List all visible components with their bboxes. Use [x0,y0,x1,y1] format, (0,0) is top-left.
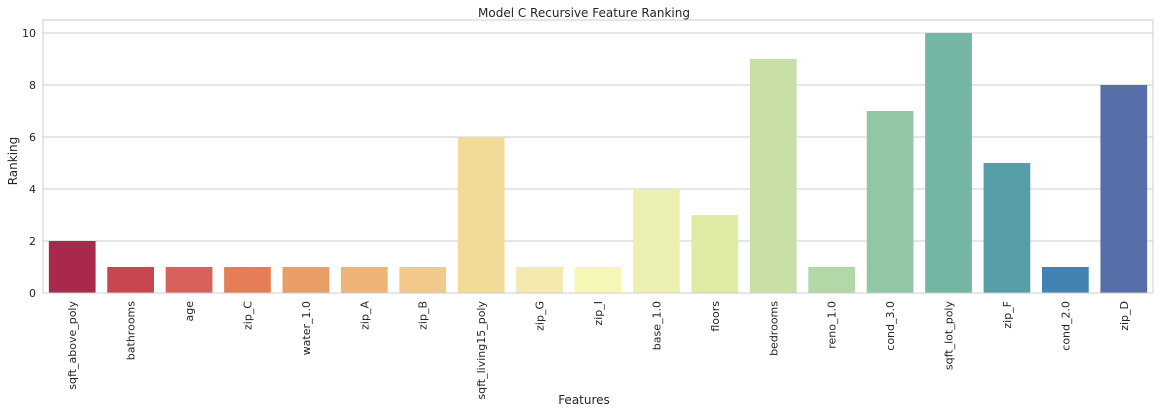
x-tick-label: sqft_living15_poly [475,301,488,400]
x-tick-label: sqft_lot_poly [943,301,956,371]
bar-bedrooms [749,59,797,293]
bar-water-1-0 [282,267,330,293]
y-axis-label: Ranking [6,137,20,186]
x-tick-label: bathrooms [125,301,138,360]
bars [48,33,1148,293]
bar-zip-D [1100,85,1148,293]
x-tick-label: base_1.0 [650,301,663,350]
bar-cond-3-0 [866,111,914,293]
x-tick-label: age [183,301,196,322]
bar-zip-A [340,267,388,293]
x-tick-label: zip_I [592,301,605,326]
bar-base-1-0 [633,189,680,293]
chart-title: Model C Recursive Feature Ranking [478,6,690,20]
bar-zip-C [224,267,271,293]
bar-zip-F [983,163,1031,293]
x-tick-label: cond_3.0 [884,301,897,351]
y-tick-label: 4 [29,183,36,196]
y-tick-label: 6 [29,131,36,144]
bar-sqft-above-poly [48,241,96,293]
x-tick-label: zip_A [358,301,371,330]
bar-reno-1-0 [808,267,856,293]
bar-zip-B [399,267,447,293]
y-tick-label: 2 [29,235,36,248]
y-tick-label: 10 [22,27,36,40]
y-tick-label: 0 [29,287,36,300]
x-tick-label: sqft_above_poly [66,301,79,390]
plot-frame [42,19,1154,294]
bar-age [165,267,213,293]
y-tick-label: 8 [29,79,36,92]
x-tick-label: water_1.0 [300,301,313,355]
x-tick-label: zip_C [241,301,254,330]
bar-sqft-lot-poly [925,33,972,293]
bar-sqft-living15-poly [457,137,505,293]
x-tick-label: cond_2.0 [1059,301,1072,351]
axes: 0 2 4 6 8 10 sqft_above_poly bathrooms age zip_C w… [22,19,1154,400]
x-tick-label: reno_1.0 [826,301,839,349]
x-tick-label: zip_B [417,301,430,330]
bar-bathrooms [107,267,154,293]
bar-cond-2-0 [1042,267,1089,293]
x-tick-label: zip_D [1118,301,1131,331]
x-tick-label: bedrooms [767,301,780,356]
x-tick-label: zip_G [534,301,547,331]
x-axis-label: Features [558,393,610,407]
x-tick-label: floors [709,301,722,332]
bar-zip-I [574,267,622,293]
bar-floors [691,215,739,293]
bar-zip-G [516,267,563,293]
x-tick-label: zip_F [1001,301,1014,329]
